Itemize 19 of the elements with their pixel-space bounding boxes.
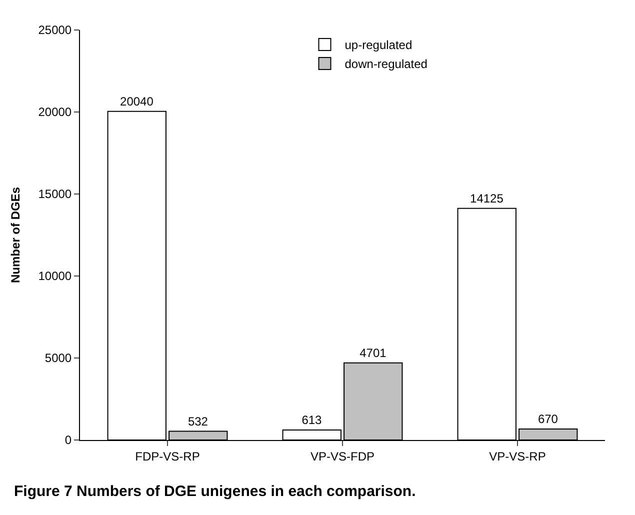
data-label: 670 <box>538 412 558 426</box>
data-label: 14125 <box>470 191 504 206</box>
x-tick-label: FDP-VS-RP <box>135 449 200 464</box>
data-label: 532 <box>188 414 208 428</box>
text: Figure 7 Numbers of DGE unigenes in each comparison. <box>14 483 416 500</box>
x-tick-label: VP-VS-FDP <box>310 449 375 464</box>
y-axis-title: Number of DGEs <box>8 186 23 284</box>
y-tick-label: 20000 <box>38 105 72 120</box>
legend-label: down-regulated <box>344 57 428 72</box>
y-tick-label: 5000 <box>44 351 72 366</box>
y-tick-label: 0 <box>64 433 72 448</box>
y-tick-label: 10000 <box>38 269 72 284</box>
data-label: 4701 <box>360 346 387 360</box>
data-label: 613 <box>302 412 322 427</box>
legend-label: up-regulated <box>344 38 412 52</box>
x-tick-label: VP-VS-RP <box>489 449 546 464</box>
y-tick-label: 15000 <box>38 187 72 202</box>
data-label: 20040 <box>120 94 154 108</box>
y-tick-label: 25000 <box>38 23 72 38</box>
